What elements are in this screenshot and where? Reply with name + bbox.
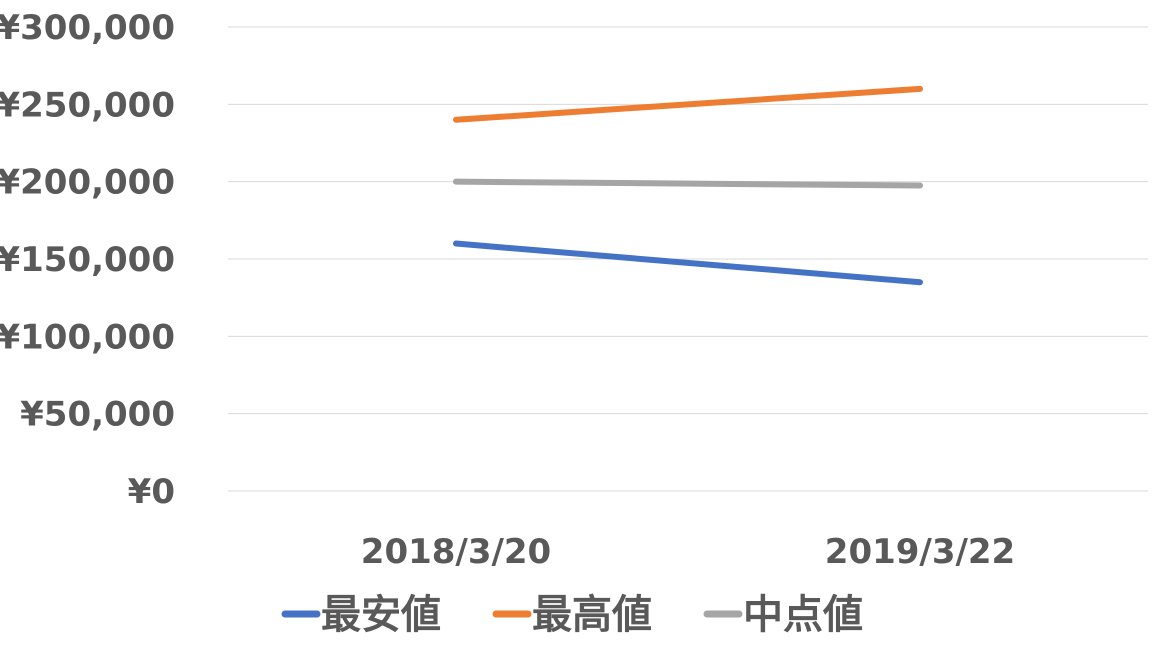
y-tick-label: ¥300,000 <box>0 8 175 48</box>
x-tick-label: 2018/3/20 <box>361 532 551 572</box>
x-axis-tick-labels: 2018/3/20 2019/3/22 <box>361 532 1015 572</box>
series-line-0 <box>453 240 923 286</box>
legend-label: 最安値 <box>321 592 441 638</box>
legend-label: 中点値 <box>743 592 863 638</box>
y-tick-label: ¥150,000 <box>0 240 175 280</box>
y-tick-label: ¥250,000 <box>0 85 175 125</box>
y-tick-label: ¥50,000 <box>20 395 175 435</box>
legend-label: 最高値 <box>532 592 652 638</box>
y-tick-label: ¥100,000 <box>0 317 175 357</box>
y-tick-label: ¥0 <box>128 472 175 512</box>
y-tick-label: ¥200,000 <box>0 163 175 203</box>
series-line-2 <box>453 178 923 189</box>
legend: 最安値 最高値 中点値 <box>281 592 863 638</box>
gridlines <box>228 26 1148 492</box>
y-axis-tick-labels: ¥0 ¥50,000 ¥100,000 ¥150,000 ¥200,000 ¥250,00… <box>0 8 175 512</box>
x-tick-label: 2019/3/22 <box>825 532 1015 572</box>
series-lines <box>453 85 923 286</box>
series-line-1 <box>453 85 923 123</box>
